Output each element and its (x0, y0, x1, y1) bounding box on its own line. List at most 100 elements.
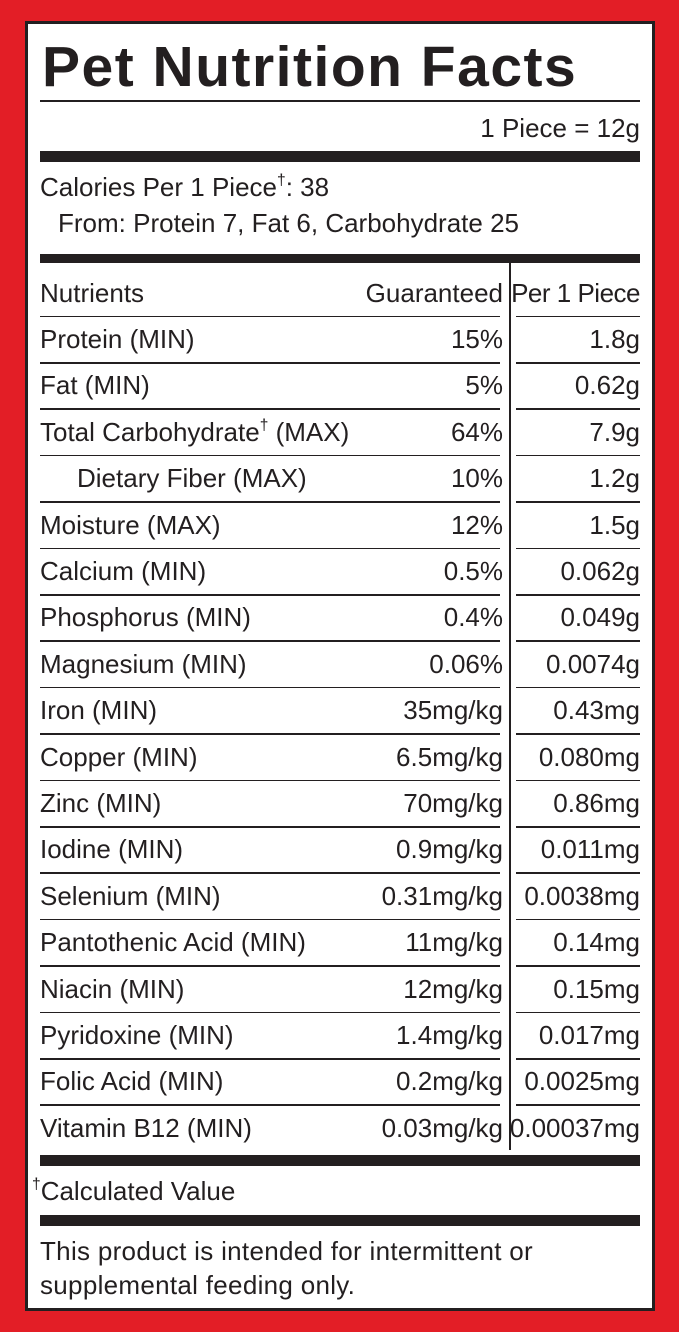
row-rule (40, 362, 500, 364)
calories-from: From: Protein 7, Fat 6, Carbohydrate 25 (58, 208, 519, 238)
nutrient-name: Phosphorus (MIN) (40, 602, 251, 633)
nutrient-name: Iodine (MIN) (40, 834, 184, 865)
row-rule (40, 640, 500, 642)
row-rule (40, 315, 500, 318)
label-panel: Pet Nutrition Facts 1 Piece = 12g Calori… (25, 21, 655, 1311)
per-piece-value: 0.049g (560, 602, 640, 633)
nutrient-name: Moisture (MAX) (40, 509, 221, 540)
row-rule (40, 547, 500, 550)
column-divider (509, 263, 511, 1150)
guaranteed-value: 12% (450, 509, 503, 540)
nutrient-name: Pantothenic Acid (MIN) (40, 927, 306, 958)
column-header: Guaranteed (365, 277, 503, 308)
row-rule (516, 686, 640, 689)
row-rule (516, 1104, 640, 1106)
rule (40, 151, 640, 162)
row-rule (40, 501, 500, 503)
row-rule (516, 1058, 640, 1060)
row-rule (516, 501, 640, 503)
per-piece-value: 0.080mg (538, 741, 640, 772)
per-piece-value: 7.9g (589, 416, 640, 447)
per-piece-value: 1.5g (589, 509, 640, 540)
per-piece-value: 0.86mg (553, 788, 640, 818)
row-rule (40, 1058, 500, 1060)
row-rule (516, 408, 640, 410)
title: Pet Nutrition Facts (42, 35, 578, 99)
guaranteed-value: 0.5% (443, 556, 503, 586)
row-rule (40, 454, 500, 457)
guaranteed-value: 0.06% (429, 648, 503, 679)
row-rule (516, 826, 640, 828)
guaranteed-value: 15% (450, 324, 503, 354)
per-piece-value: 0.43mg (553, 695, 640, 726)
row-rule (516, 779, 640, 782)
notice: This product is intended for intermitten… (40, 1236, 533, 1300)
rule (40, 1215, 640, 1226)
nutrient-name: Magnesium (MIN) (40, 648, 247, 679)
calories: Calories Per 1 Piece†: 38 (40, 172, 330, 202)
guaranteed-value: 35mg/kg (403, 695, 503, 726)
nutrient-name: Folic Acid (MIN) (40, 1066, 224, 1097)
guaranteed-value: 11mg/kg (405, 927, 503, 958)
per-piece-value: 0.00037mg (509, 1112, 640, 1143)
per-piece-value: 1.2g (589, 463, 640, 494)
guaranteed-value: 10% (450, 463, 503, 494)
per-piece-value: 0.0074g (546, 648, 640, 679)
guaranteed-value: 0.31mg/kg (381, 880, 503, 911)
row-rule (516, 547, 640, 550)
per-piece-value: 0.0025mg (524, 1066, 640, 1097)
guaranteed-value: 64% (450, 416, 503, 447)
row-rule (516, 640, 640, 642)
nutrient-name: Fat (MIN) (40, 370, 150, 401)
guaranteed-value: 70mg/kg (403, 788, 503, 818)
per-piece-value: 0.62g (574, 370, 640, 401)
row-rule (40, 686, 500, 689)
row-rule (40, 1104, 500, 1106)
nutrient-name: Calcium (MIN) (40, 556, 207, 586)
guaranteed-value: 0.03mg/kg (381, 1112, 503, 1143)
nutrient-name: Iron (MIN) (40, 695, 157, 726)
per-piece-value: 0.062g (560, 556, 640, 586)
per-piece-value: 0.14mg (553, 927, 640, 958)
row-rule (40, 872, 500, 874)
row-rule (40, 965, 500, 967)
per-piece-value: 1.8g (589, 324, 640, 354)
nutrient-name: Vitamin B12 (MIN) (40, 1112, 252, 1143)
row-rule (516, 594, 640, 596)
rule (40, 254, 640, 263)
column-header: Nutrients (40, 277, 145, 308)
footnote: †Calculated Value (32, 1176, 236, 1206)
nutrient-name: Selenium (MIN) (40, 880, 221, 911)
per-piece-value: 0.0038mg (524, 880, 640, 911)
serving-size: 1 Piece = 12g (480, 113, 640, 143)
row-rule (516, 1011, 640, 1014)
row-rule (40, 1011, 500, 1014)
row-rule (516, 918, 640, 921)
per-piece-value: 0.017mg (538, 1020, 640, 1050)
row-rule (40, 594, 500, 596)
column-header: Per 1 Piece (511, 277, 640, 308)
row-rule (516, 315, 640, 318)
guaranteed-value: 6.5mg/kg (396, 741, 503, 772)
nutrient-name: Copper (MIN) (40, 741, 198, 772)
row-rule (516, 362, 640, 364)
guaranteed-value: 1.4mg/kg (396, 1020, 503, 1050)
guaranteed-value: 12mg/kg (403, 973, 503, 1004)
row-rule (516, 965, 640, 967)
guaranteed-value: 5% (465, 370, 503, 401)
rule (40, 100, 640, 102)
row-rule (516, 733, 640, 735)
row-rule (516, 872, 640, 874)
rule (40, 1155, 640, 1166)
nutrient-name: Pyridoxine (MIN) (40, 1020, 234, 1050)
row-rule (516, 454, 640, 457)
row-rule (40, 918, 500, 921)
guaranteed-value: 0.9mg/kg (396, 834, 503, 865)
guaranteed-value: 0.4% (443, 602, 503, 633)
nutrient-name: Dietary Fiber (MAX) (77, 463, 307, 494)
nutrient-name: Protein (MIN) (40, 324, 195, 354)
nutrient-name: Zinc (MIN) (40, 788, 162, 818)
per-piece-value: 0.15mg (553, 973, 640, 1004)
row-rule (40, 826, 500, 828)
